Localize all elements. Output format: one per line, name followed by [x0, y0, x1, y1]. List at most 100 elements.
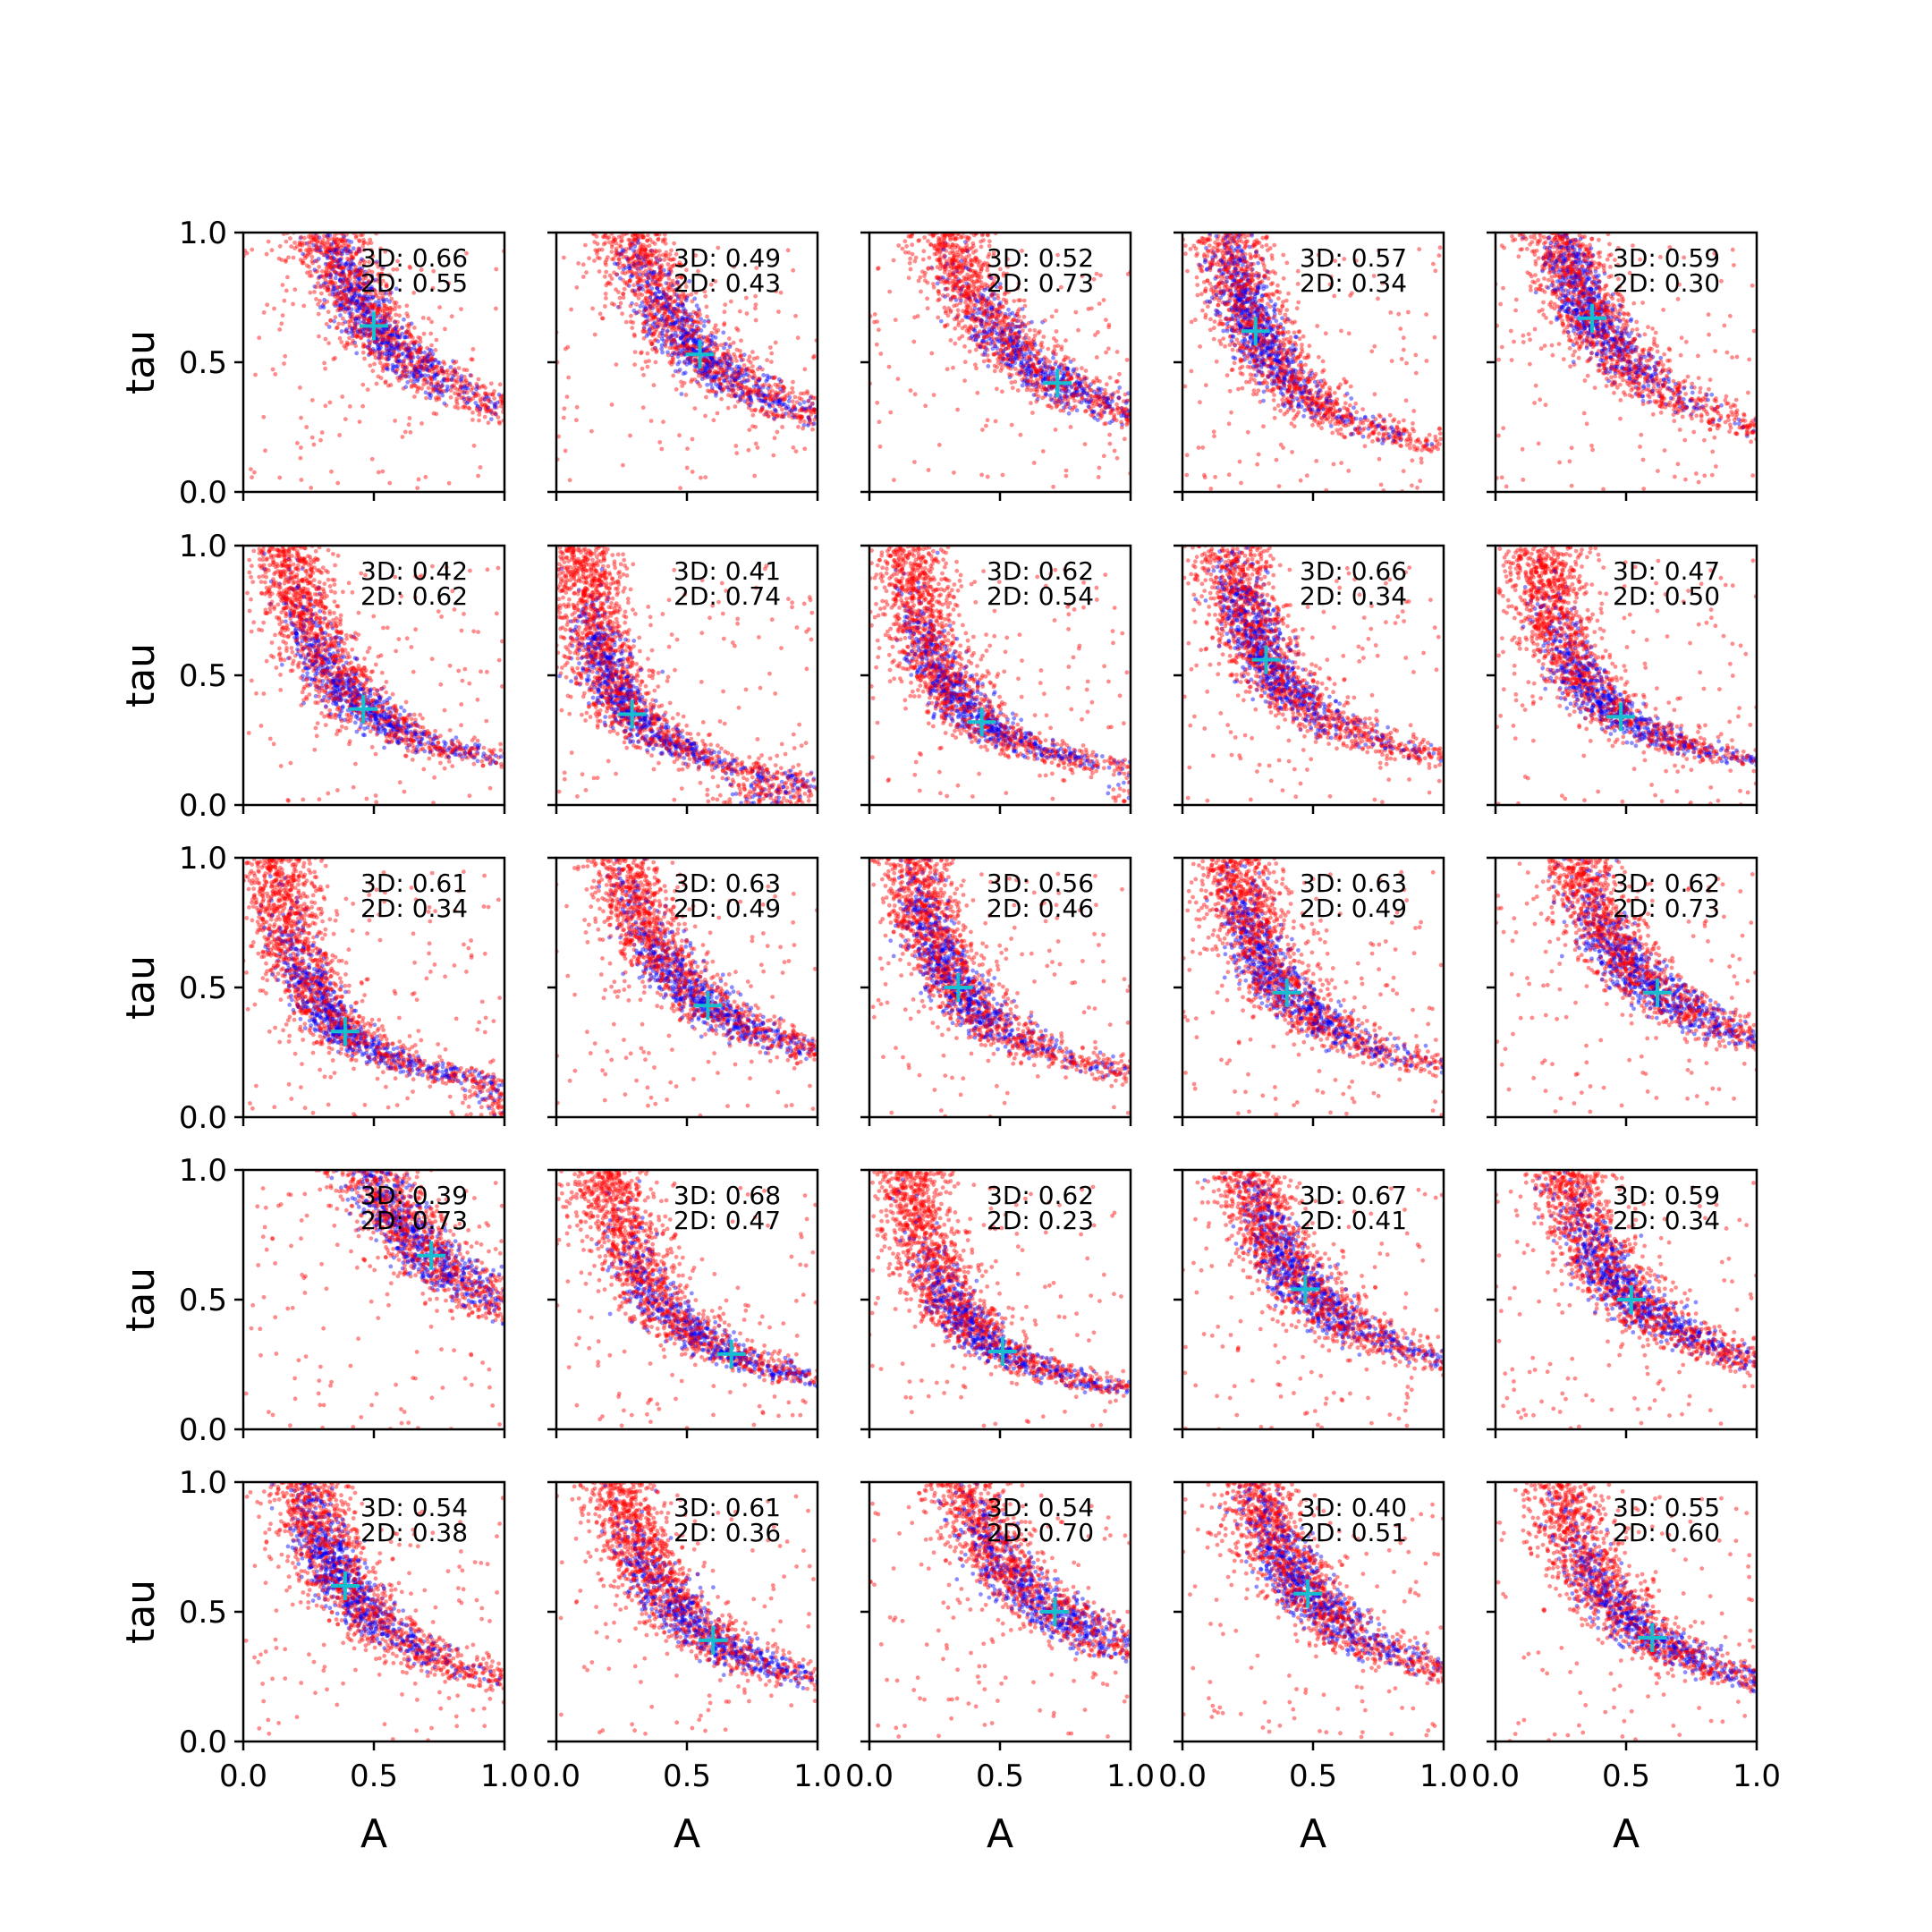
red-sample-point [497, 399, 503, 404]
red-sample-point [782, 386, 786, 391]
red-sample-point [657, 309, 662, 314]
red-sample-point [654, 327, 659, 332]
red-sample-point [341, 316, 345, 321]
red-sample-point [352, 288, 357, 293]
red-sample-point [361, 308, 366, 313]
blue-sample-point [719, 362, 724, 368]
red-sample-point [323, 277, 327, 283]
red-sample-point [340, 295, 345, 301]
red-sample-point [385, 366, 390, 370]
red-sample-point [425, 364, 429, 369]
red-sample-point [1022, 372, 1028, 377]
blue-sample-point [328, 248, 334, 253]
red-sample-point [367, 335, 372, 339]
blue-sample-point [415, 377, 420, 382]
red-sample-point [378, 376, 384, 381]
blue-sample-point [366, 280, 371, 284]
red-sample-point [1112, 448, 1117, 453]
red-sample-point [809, 401, 815, 406]
red-sample-point [626, 258, 631, 264]
red-sample-point [562, 406, 567, 411]
blue-sample-point [411, 380, 416, 385]
red-sample-point [362, 356, 367, 361]
red-sample-point [682, 380, 687, 386]
red-sample-point [335, 244, 340, 250]
red-sample-point [920, 257, 926, 262]
red-sample-point [353, 264, 358, 269]
red-sample-point [294, 244, 300, 249]
red-sample-point [326, 286, 331, 292]
blue-sample-point [409, 346, 413, 352]
red-sample-point [628, 433, 632, 438]
red-sample-point [755, 355, 760, 360]
red-sample-point [325, 250, 329, 254]
red-sample-point [801, 426, 805, 431]
red-sample-point [367, 346, 372, 352]
blue-sample-point [419, 359, 425, 364]
red-sample-point [343, 248, 349, 253]
red-sample-point [299, 478, 304, 482]
red-sample-point [907, 260, 912, 266]
red-sample-point [384, 284, 389, 289]
blue-sample-point [436, 383, 441, 388]
blue-sample-point [488, 417, 494, 422]
red-sample-point [364, 289, 369, 294]
blue-sample-point [338, 272, 343, 277]
red-sample-point [353, 286, 359, 291]
blue-sample-point [382, 352, 387, 356]
red-sample-point [665, 322, 670, 326]
red-sample-point [360, 272, 365, 277]
red-sample-point [363, 275, 369, 281]
blue-sample-point [357, 293, 362, 299]
red-sample-point [417, 361, 422, 367]
blue-sample-point [389, 333, 394, 338]
red-sample-point [335, 263, 340, 268]
blue-sample-point [354, 308, 359, 313]
red-sample-point [421, 368, 426, 372]
red-sample-point [360, 311, 364, 316]
red-sample-point [702, 372, 708, 377]
red-sample-point [333, 269, 337, 275]
blue-sample-point [404, 329, 409, 335]
red-sample-point [713, 363, 718, 369]
red-sample-point [690, 335, 695, 339]
red-sample-point [348, 318, 352, 324]
blue-sample-point [486, 396, 491, 401]
red-sample-point [791, 445, 796, 450]
red-sample-point [319, 274, 325, 278]
red-sample-point [337, 335, 343, 341]
red-sample-point [462, 374, 467, 379]
red-sample-point [414, 367, 419, 372]
red-sample-point [355, 294, 360, 299]
red-sample-point [395, 343, 401, 349]
blue-sample-point [343, 306, 349, 311]
red-sample-point [344, 279, 350, 284]
red-sample-point [367, 306, 371, 310]
blue-sample-point [331, 286, 336, 292]
red-sample-point [460, 389, 465, 394]
red-sample-point [1040, 395, 1045, 401]
red-sample-point [780, 407, 784, 412]
red-sample-point [390, 327, 395, 333]
blue-sample-point [401, 359, 406, 364]
red-sample-point [802, 419, 807, 424]
red-sample-point [340, 237, 344, 242]
red-sample-point [286, 255, 291, 260]
red-sample-point [453, 391, 457, 396]
red-sample-point [446, 480, 452, 486]
red-sample-point [979, 244, 984, 250]
red-sample-point [721, 373, 726, 377]
red-sample-point [494, 412, 498, 417]
red-sample-point [407, 321, 411, 326]
red-sample-point [277, 243, 283, 249]
red-sample-point [416, 349, 421, 354]
red-sample-point [1107, 432, 1112, 437]
blue-sample-point [390, 362, 395, 368]
red-sample-point [640, 292, 645, 298]
red-sample-point [409, 362, 414, 368]
red-sample-point [413, 363, 419, 368]
red-sample-point [390, 353, 394, 359]
red-sample-point [411, 291, 417, 295]
red-sample-point [453, 369, 458, 375]
red-sample-point [774, 390, 778, 394]
